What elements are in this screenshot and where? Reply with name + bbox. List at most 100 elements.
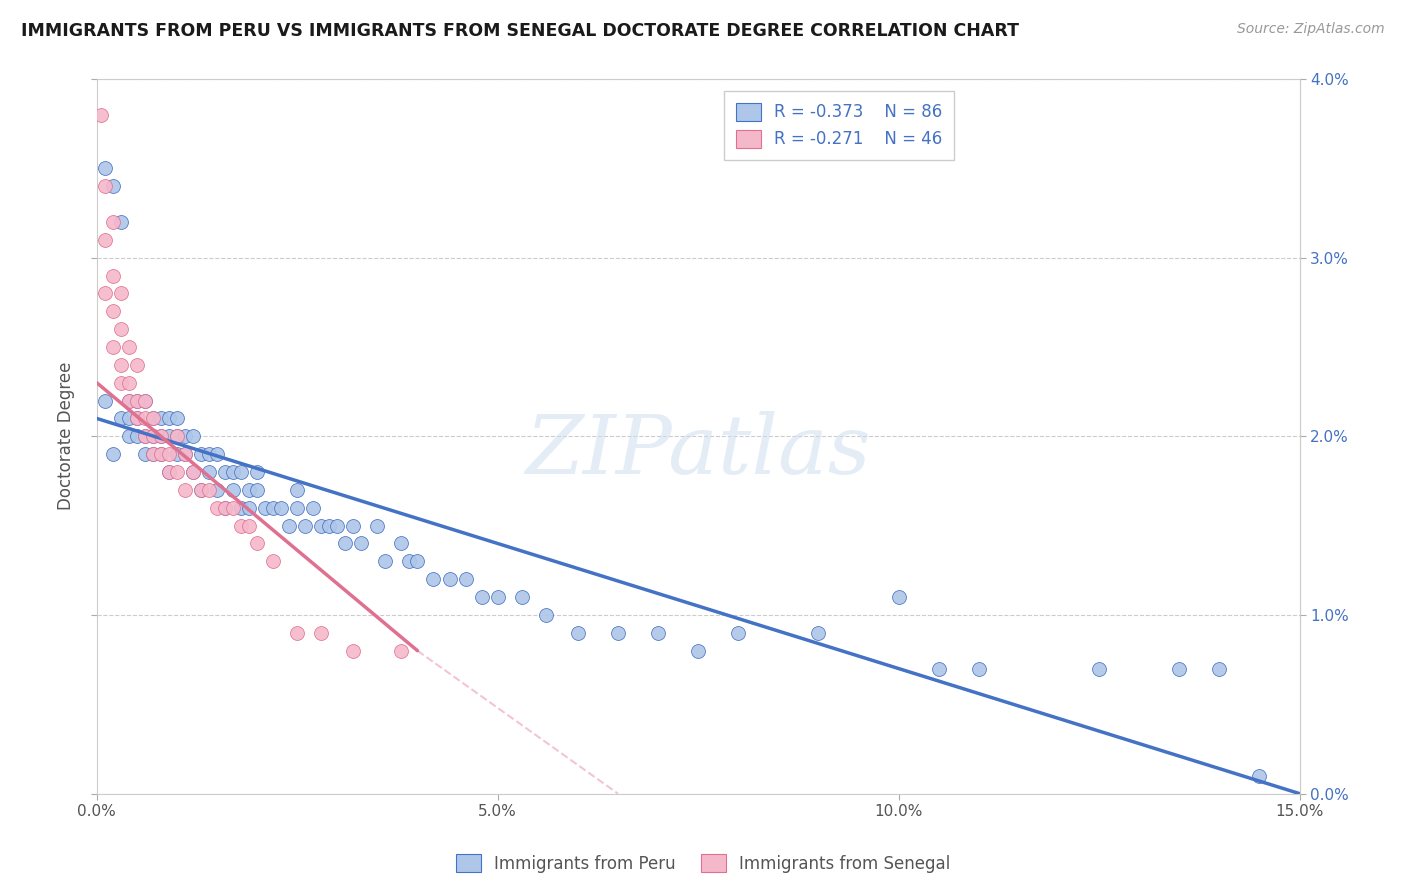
Point — [149, 447, 172, 461]
Point — [214, 465, 236, 479]
Point — [398, 554, 420, 568]
Point — [93, 179, 115, 194]
Point — [391, 643, 413, 657]
Text: ZIPatlas: ZIPatlas — [526, 410, 870, 491]
Point — [166, 411, 188, 425]
Point — [166, 429, 188, 443]
Point — [262, 554, 284, 568]
Point — [326, 518, 349, 533]
Point — [238, 518, 260, 533]
Point — [190, 483, 212, 497]
Point — [90, 108, 112, 122]
Point — [101, 268, 124, 283]
Point — [229, 518, 252, 533]
Point — [125, 393, 148, 408]
Point — [309, 625, 332, 640]
Point — [166, 465, 188, 479]
Y-axis label: Doctorate Degree: Doctorate Degree — [58, 362, 75, 510]
Point — [222, 483, 245, 497]
Point — [342, 518, 364, 533]
Point — [471, 590, 494, 604]
Point — [157, 447, 180, 461]
Point — [142, 429, 165, 443]
Point — [181, 429, 204, 443]
Point — [254, 500, 277, 515]
Point — [93, 161, 115, 176]
Point — [229, 465, 252, 479]
Legend: Immigrants from Peru, Immigrants from Senegal: Immigrants from Peru, Immigrants from Se… — [449, 847, 957, 880]
Point — [142, 411, 165, 425]
Point — [174, 447, 197, 461]
Point — [214, 500, 236, 515]
Point — [807, 625, 830, 640]
Point — [142, 447, 165, 461]
Point — [214, 500, 236, 515]
Point — [134, 429, 156, 443]
Point — [928, 661, 950, 675]
Point — [246, 536, 269, 550]
Point — [198, 483, 221, 497]
Point — [342, 643, 364, 657]
Point — [270, 500, 292, 515]
Point — [1208, 661, 1230, 675]
Point — [93, 393, 115, 408]
Point — [134, 393, 156, 408]
Point — [142, 447, 165, 461]
Point — [302, 500, 325, 515]
Text: IMMIGRANTS FROM PERU VS IMMIGRANTS FROM SENEGAL DOCTORATE DEGREE CORRELATION CHA: IMMIGRANTS FROM PERU VS IMMIGRANTS FROM … — [21, 22, 1019, 40]
Point — [205, 483, 228, 497]
Point — [567, 625, 589, 640]
Point — [110, 358, 132, 372]
Point — [534, 607, 557, 622]
Point — [486, 590, 509, 604]
Point — [110, 411, 132, 425]
Point — [454, 572, 477, 586]
Point — [374, 554, 396, 568]
Point — [157, 411, 180, 425]
Point — [134, 393, 156, 408]
Point — [149, 429, 172, 443]
Point — [110, 215, 132, 229]
Point — [134, 447, 156, 461]
Point — [157, 429, 180, 443]
Point — [1249, 769, 1271, 783]
Point — [110, 322, 132, 336]
Point — [887, 590, 910, 604]
Point — [142, 411, 165, 425]
Point — [285, 483, 308, 497]
Point — [125, 429, 148, 443]
Point — [205, 447, 228, 461]
Point — [406, 554, 429, 568]
Point — [727, 625, 749, 640]
Point — [285, 625, 308, 640]
Point — [350, 536, 373, 550]
Point — [142, 429, 165, 443]
Point — [285, 500, 308, 515]
Point — [101, 447, 124, 461]
Point — [93, 233, 115, 247]
Point — [229, 500, 252, 515]
Point — [190, 447, 212, 461]
Point — [439, 572, 461, 586]
Point — [181, 465, 204, 479]
Point — [309, 518, 332, 533]
Point — [246, 483, 269, 497]
Point — [101, 304, 124, 318]
Point — [238, 500, 260, 515]
Point — [318, 518, 340, 533]
Point — [510, 590, 533, 604]
Point — [246, 465, 269, 479]
Point — [294, 518, 316, 533]
Point — [101, 340, 124, 354]
Point — [174, 429, 197, 443]
Point — [118, 340, 141, 354]
Point — [1088, 661, 1111, 675]
Point — [118, 393, 141, 408]
Point — [166, 447, 188, 461]
Point — [125, 358, 148, 372]
Point — [134, 429, 156, 443]
Point — [125, 411, 148, 425]
Point — [181, 465, 204, 479]
Point — [125, 411, 148, 425]
Text: Source: ZipAtlas.com: Source: ZipAtlas.com — [1237, 22, 1385, 37]
